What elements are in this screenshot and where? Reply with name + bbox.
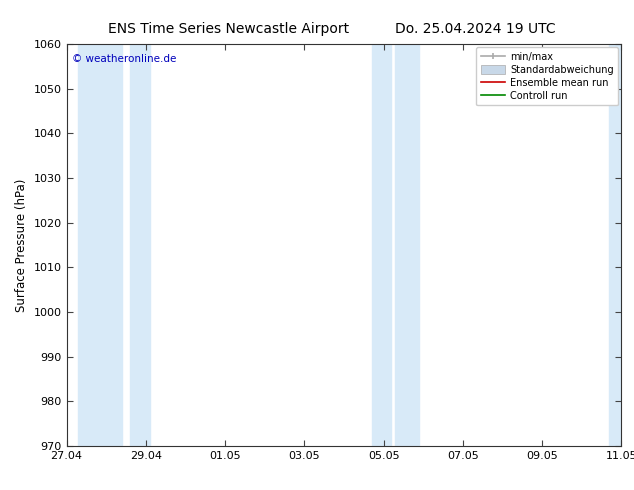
Bar [79, 44, 122, 446]
Bar [609, 44, 621, 446]
Legend: min/max, Standardabweichung, Ensemble mean run, Controll run: min/max, Standardabweichung, Ensemble me… [476, 47, 618, 105]
Bar [396, 44, 419, 446]
Text: © weatheronline.de: © weatheronline.de [72, 54, 176, 64]
Bar [130, 44, 150, 446]
Text: ENS Time Series Newcastle Airport: ENS Time Series Newcastle Airport [108, 22, 349, 36]
Bar [372, 44, 391, 446]
Y-axis label: Surface Pressure (hPa): Surface Pressure (hPa) [15, 178, 28, 312]
Text: Do. 25.04.2024 19 UTC: Do. 25.04.2024 19 UTC [395, 22, 556, 36]
